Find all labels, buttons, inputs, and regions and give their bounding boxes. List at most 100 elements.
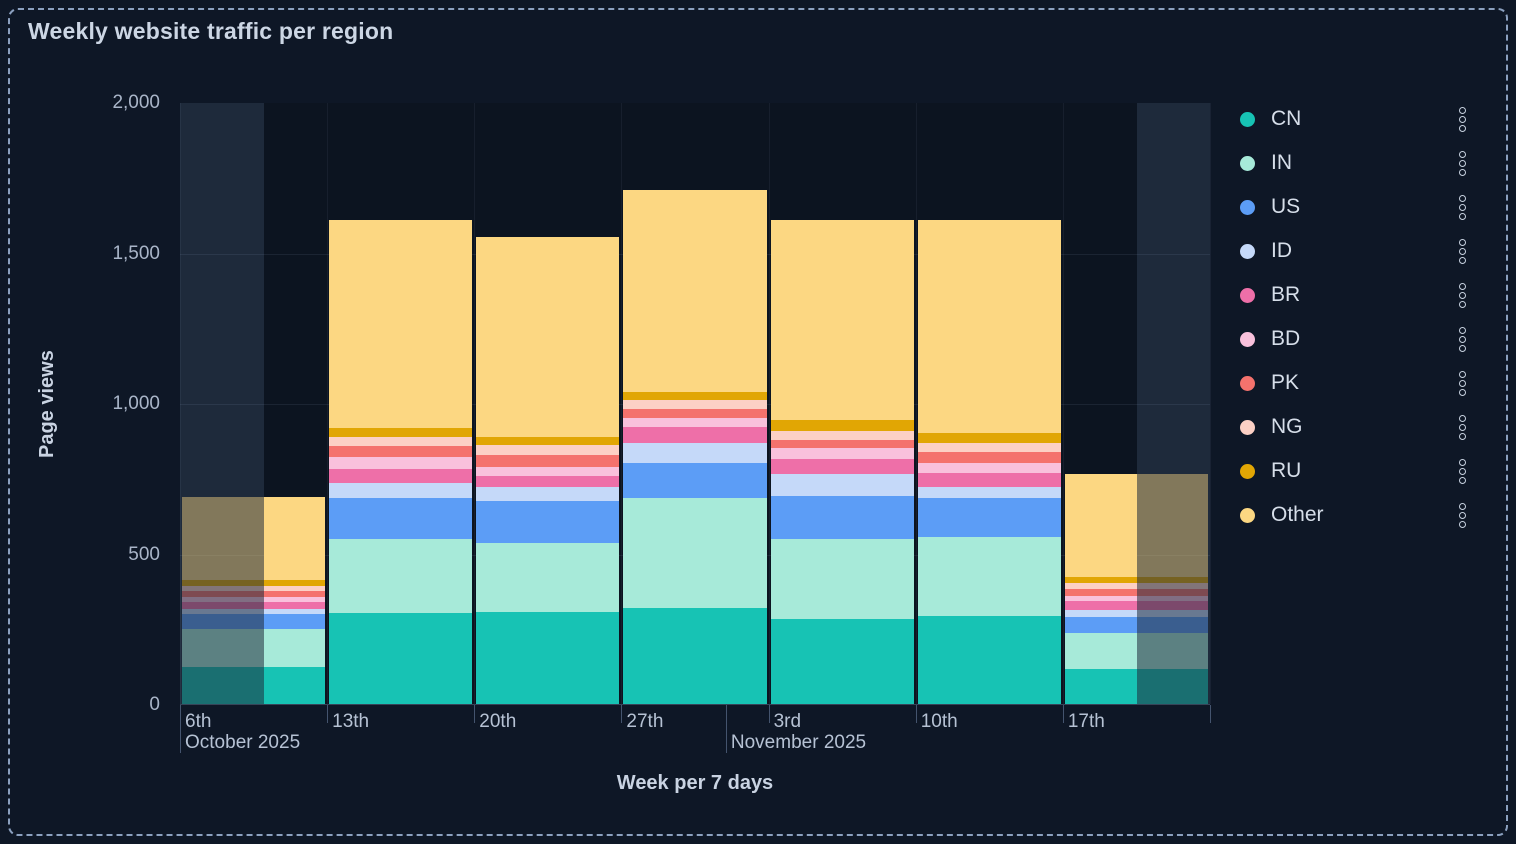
bar-segment-id[interactable] (476, 486, 620, 501)
bar-segment-pk[interactable] (264, 591, 326, 598)
bar-dimmed-part[interactable] (1137, 474, 1208, 704)
bar-segment-in[interactable] (1137, 632, 1208, 670)
legend-menu-kebab-icon[interactable] (1459, 502, 1466, 528)
bar[interactable] (917, 219, 1061, 704)
bar-segment-id[interactable] (182, 608, 265, 614)
bar[interactable] (770, 219, 914, 704)
bar-segment-ru[interactable] (770, 419, 914, 431)
bar-segment-other[interactable] (476, 236, 620, 437)
bar-segment-cn[interactable] (1137, 669, 1208, 704)
bar-segment-us[interactable] (476, 500, 620, 543)
bar-segment-id[interactable] (1137, 610, 1208, 618)
bar[interactable] (623, 190, 767, 704)
bar-segment-ng[interactable] (182, 586, 265, 592)
bar-segment-br[interactable] (1064, 601, 1137, 611)
legend-menu-kebab-icon[interactable] (1459, 414, 1466, 440)
bar-segment-br[interactable] (264, 601, 326, 609)
bar-segment-us[interactable] (917, 498, 1061, 538)
legend-item-ru[interactable]: RU (1240, 449, 1480, 493)
bar-segment-cn[interactable] (1064, 669, 1137, 704)
bar-segment-pk[interactable] (770, 439, 914, 448)
bar-segment-cn[interactable] (770, 619, 914, 704)
bar-segment-bd[interactable] (264, 597, 326, 602)
legend-label[interactable]: PK (1271, 371, 1300, 394)
legend-label[interactable]: Other (1271, 503, 1324, 526)
bar-segment-cn[interactable] (917, 616, 1061, 704)
legend-menu-kebab-icon[interactable] (1459, 326, 1466, 352)
bar-segment-other[interactable] (264, 496, 326, 581)
legend-label[interactable]: IN (1271, 151, 1292, 174)
bar-segment-ng[interactable] (1064, 583, 1137, 590)
bar-segment-br[interactable] (623, 427, 767, 444)
legend-menu-kebab-icon[interactable] (1459, 458, 1466, 484)
bar-segment-ru[interactable] (623, 392, 767, 401)
bar-segment-id[interactable] (264, 608, 326, 614)
bar-segment-ru[interactable] (329, 427, 473, 437)
bar-segment-in[interactable] (770, 539, 914, 620)
bar-segment-other[interactable] (1064, 474, 1137, 578)
legend-label[interactable]: CN (1271, 107, 1302, 130)
bar-segment-ng[interactable] (770, 430, 914, 440)
bar-segment-br[interactable] (476, 475, 620, 487)
bar-segment-bd[interactable] (1137, 596, 1208, 602)
bar-segment-bd[interactable] (770, 447, 914, 460)
bar-segment-other[interactable] (623, 190, 767, 393)
bar-segment-ng[interactable] (1137, 583, 1208, 590)
bar-segment-br[interactable] (1137, 601, 1208, 611)
bar-segment-br[interactable] (329, 468, 473, 484)
bar-segment-ru[interactable] (264, 580, 326, 587)
bar-segment-us[interactable] (1137, 617, 1208, 633)
bar-segment-ng[interactable] (623, 400, 767, 410)
bar-segment-us[interactable] (182, 613, 265, 630)
bar[interactable] (329, 219, 473, 704)
bar-segment-cn[interactable] (623, 607, 767, 704)
legend-label[interactable]: BD (1271, 327, 1301, 350)
legend-menu-kebab-icon[interactable] (1459, 194, 1466, 220)
bar-segment-ru[interactable] (476, 436, 620, 445)
bar-segment-pk[interactable] (623, 409, 767, 418)
bar-segment-pk[interactable] (917, 451, 1061, 463)
legend-menu-kebab-icon[interactable] (1459, 238, 1466, 264)
bar-segment-pk[interactable] (476, 454, 620, 467)
bar-segment-us[interactable] (1064, 617, 1137, 633)
bar-segment-bd[interactable] (329, 456, 473, 469)
bar-segment-id[interactable] (329, 483, 473, 499)
bar-segment-other[interactable] (329, 219, 473, 428)
bar-segment-id[interactable] (770, 474, 914, 497)
legend-item-br[interactable]: BR (1240, 273, 1480, 317)
legend-label[interactable]: US (1271, 195, 1301, 218)
legend-label[interactable]: RU (1271, 459, 1302, 482)
bar-segment-ru[interactable] (1137, 577, 1208, 584)
bar-segment-in[interactable] (476, 542, 620, 612)
bar-segment-cn[interactable] (182, 666, 265, 704)
bar-segment-pk[interactable] (182, 591, 265, 598)
bar-segment-in[interactable] (182, 629, 265, 667)
bar-segment-id[interactable] (623, 443, 767, 464)
legend-item-cn[interactable]: CN (1240, 97, 1480, 141)
legend-item-us[interactable]: US (1240, 185, 1480, 229)
bar-segment-cn[interactable] (329, 613, 473, 704)
bar-segment-id[interactable] (1064, 610, 1137, 618)
legend-item-pk[interactable]: PK (1240, 361, 1480, 405)
bar-segment-ru[interactable] (182, 580, 265, 587)
bar-segment-other[interactable] (770, 219, 914, 420)
legend-label[interactable]: BR (1271, 283, 1301, 306)
bar-segment-in[interactable] (917, 537, 1061, 617)
legend-item-in[interactable]: IN (1240, 141, 1480, 185)
legend-menu-kebab-icon[interactable] (1459, 106, 1466, 132)
legend-menu-kebab-icon[interactable] (1459, 282, 1466, 308)
bar-segment-id[interactable] (917, 487, 1061, 499)
bar-segment-cn[interactable] (476, 611, 620, 704)
legend-label[interactable]: NG (1271, 415, 1303, 438)
bar-dimmed-part[interactable] (182, 496, 265, 704)
bar-segment-br[interactable] (917, 472, 1061, 487)
bar-segment-ng[interactable] (329, 436, 473, 446)
legend-menu-kebab-icon[interactable] (1459, 370, 1466, 396)
bar-segment-us[interactable] (623, 463, 767, 499)
bar-segment-bd[interactable] (917, 462, 1061, 473)
bar-segment-other[interactable] (917, 219, 1061, 433)
bar-segment-in[interactable] (329, 539, 473, 614)
bar-segment-ng[interactable] (917, 442, 1061, 452)
bar-segment-pk[interactable] (1064, 589, 1137, 596)
bar-segment-bd[interactable] (476, 466, 620, 476)
